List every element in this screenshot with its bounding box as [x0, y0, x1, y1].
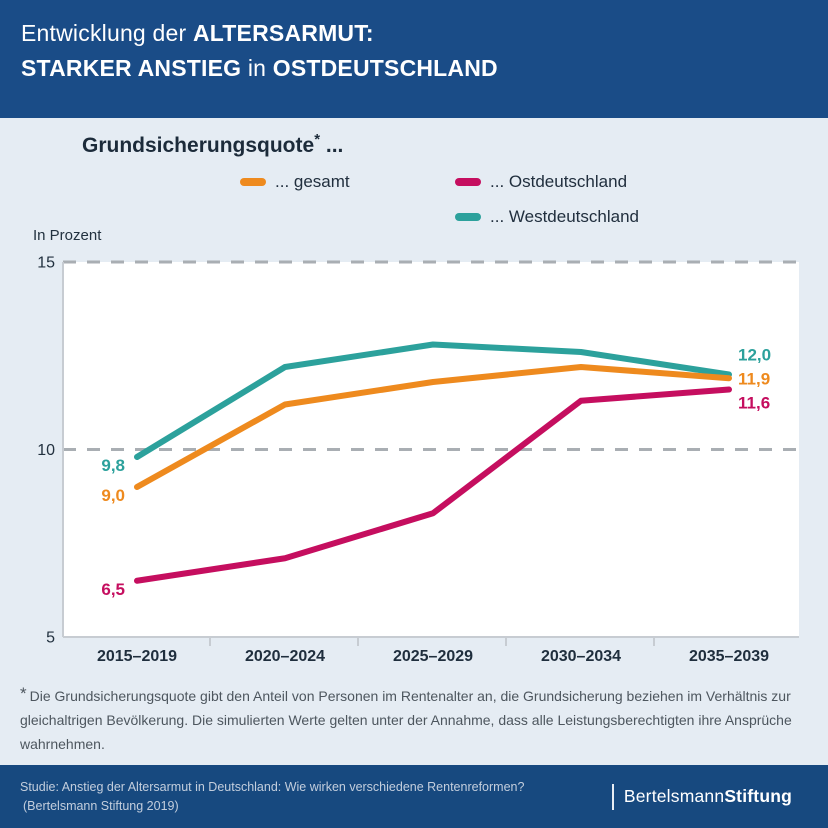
- title-1-bold: ALTERSARMUT:: [192, 20, 374, 46]
- line-series-Ostdeutschland: [134, 386, 732, 584]
- logo-text-regular: Bertelsmann: [623, 786, 725, 806]
- legend-label-ostdeutschland: ... Ostdeutschland: [490, 172, 628, 191]
- title-line-2: STARKER ANSTIEG in OSTDEUTSCHLAND: [21, 51, 808, 86]
- title-line-1: Entwicklung der ALTERSARMUT:: [21, 16, 808, 51]
- x-category-label-2: 2025–2029: [393, 648, 473, 665]
- x-category-label-1: 2020–2024: [245, 648, 325, 665]
- end-value-label-gesamt: 11,9: [738, 370, 770, 389]
- start-value-label-Westdeutschland: 9,8: [101, 456, 125, 475]
- chart-title-text: Grundsicherungsquote: [82, 134, 315, 157]
- line-series-Westdeutschland: [134, 341, 732, 460]
- y-tick-label-5: 5: [46, 630, 55, 647]
- line-chart: 15 10 5 2015–2019 2020–2024 2025–2029 2030–203…: [37, 255, 801, 665]
- end-value-label-Westdeutschland: 12,0: [738, 346, 771, 365]
- y-tick-label-15: 15: [37, 255, 55, 272]
- line-series-gesamt: [134, 364, 732, 490]
- chart-title-dots: ...: [320, 134, 344, 157]
- start-value-label-gesamt: 9,0: [101, 486, 125, 505]
- x-category-label-0: 2015–2019: [97, 648, 177, 665]
- end-value-label-Ostdeutschland: 11,6: [738, 394, 770, 413]
- y-axis-unit-label: In Prozent: [33, 227, 102, 244]
- logo-divider-bar: [611, 783, 614, 810]
- title-2-bold-b: OSTDEUTSCHLAND: [272, 55, 498, 81]
- bertelsmann-stiftung-logo: BertelsmannStiftung: [611, 783, 792, 810]
- title-2-regular: in: [247, 55, 267, 81]
- source-line-1: Studie: Anstieg der Altersarmut in Deuts…: [20, 779, 525, 794]
- start-value-label-Ostdeutschland: 6,5: [101, 580, 125, 599]
- x-category-label-3: 2030–2034: [541, 648, 621, 665]
- legend-item-ostdeutschland: ... Ostdeutschland: [455, 172, 627, 192]
- legend-swatch-gesamt-icon: [240, 178, 266, 186]
- source-citation: Studie: Anstieg der Altersarmut in Deuts…: [20, 778, 524, 816]
- chart-title-asterisk: *: [314, 131, 321, 148]
- legend-label-gesamt: ... gesamt: [275, 172, 350, 191]
- header-banner: Entwicklung der ALTERSARMUT: STARKER ANS…: [0, 0, 828, 118]
- x-category-label-4: 2035–2039: [689, 648, 769, 665]
- legend-item-westdeutschland: ... Westdeutschland: [455, 207, 639, 227]
- legend-label-westdeutschland: ... Westdeutschland: [490, 207, 639, 226]
- title-2-bold-a: STARKER ANSTIEG: [21, 55, 242, 81]
- title-1-regular: Entwicklung der: [21, 20, 187, 46]
- legend-swatch-ostdeutschland-icon: [455, 178, 481, 186]
- legend-swatch-westdeutschland-icon: [455, 213, 481, 221]
- logo-wordmark: BertelsmannStiftung: [624, 786, 792, 807]
- logo-text-bold: Stiftung: [724, 786, 792, 806]
- y-tick-label-10: 10: [37, 442, 55, 459]
- footnote-asterisk: *: [20, 684, 27, 703]
- legend-item-gesamt: ... gesamt: [240, 172, 350, 192]
- footer-banner: Studie: Anstieg der Altersarmut in Deuts…: [0, 765, 828, 828]
- footnote-text: Die Grundsicherungsquote gibt den Anteil…: [20, 688, 792, 752]
- footnote: * Die Grundsicherungsquote gibt den Antei…: [20, 684, 810, 756]
- chart-title: Grundsicherungsquote* ...: [82, 131, 343, 158]
- source-line-2: (Bertelsmann Stiftung 2019): [23, 798, 179, 813]
